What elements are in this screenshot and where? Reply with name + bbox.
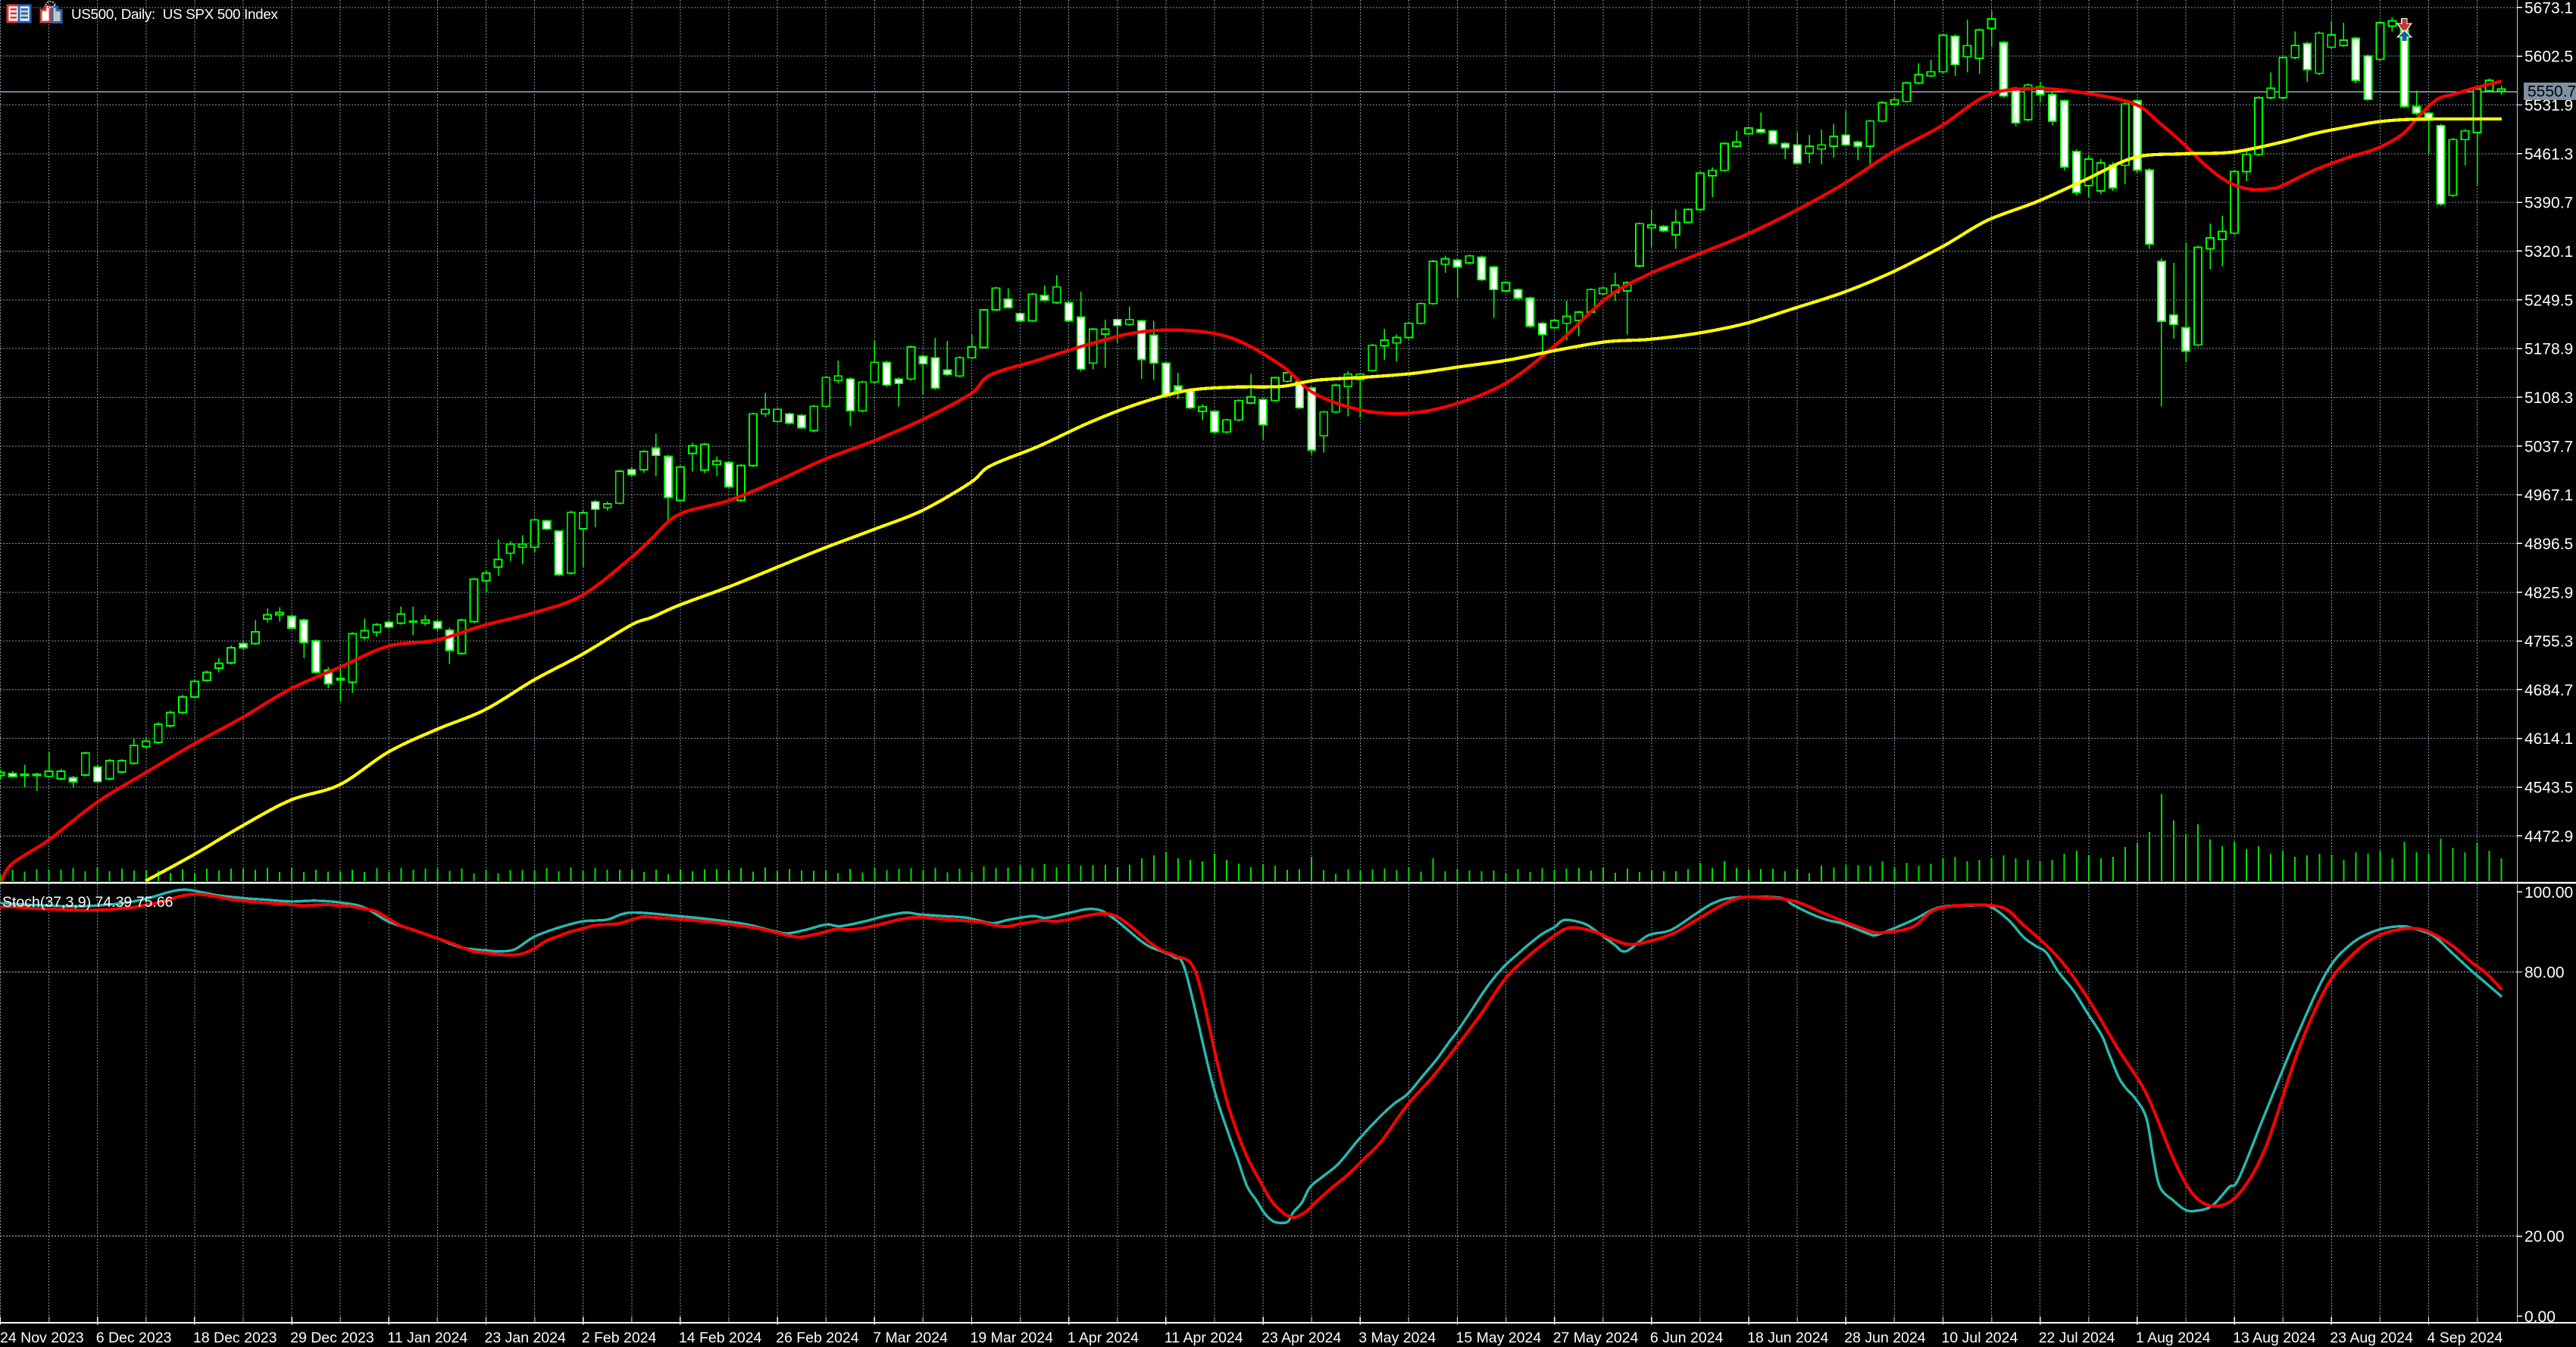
svg-text:4967.1: 4967.1 <box>2524 487 2573 505</box>
svg-text:5037.7: 5037.7 <box>2524 438 2573 455</box>
svg-text:10 Jul 2024: 10 Jul 2024 <box>1942 1330 2018 1346</box>
svg-text:3 May 2024: 3 May 2024 <box>1358 1330 1436 1346</box>
svg-text:24 Nov 2023: 24 Nov 2023 <box>0 1330 84 1346</box>
svg-text:0.00: 0.00 <box>2524 1308 2556 1326</box>
svg-text:4472.9: 4472.9 <box>2524 828 2573 845</box>
svg-text:11 Jan 2024: 11 Jan 2024 <box>387 1330 467 1346</box>
svg-text:6 Dec 2023: 6 Dec 2023 <box>96 1330 172 1346</box>
svg-text:11 Apr 2024: 11 Apr 2024 <box>1165 1330 1243 1346</box>
svg-text:5550.7: 5550.7 <box>2528 83 2576 101</box>
svg-text:23 Apr 2024: 23 Apr 2024 <box>1261 1330 1341 1346</box>
svg-text:US500, Daily: US SPX 500 Inde: US500, Daily: US SPX 500 Index <box>71 6 278 22</box>
svg-text:5249.5: 5249.5 <box>2524 292 2573 309</box>
svg-text:4825.9: 4825.9 <box>2524 584 2573 602</box>
svg-text:15 May 2024: 15 May 2024 <box>1456 1330 1542 1346</box>
svg-text:23 Jan 2024: 23 Jan 2024 <box>485 1330 567 1346</box>
svg-text:5602.5: 5602.5 <box>2524 48 2573 66</box>
svg-text:29 Dec 2023: 29 Dec 2023 <box>290 1330 374 1346</box>
svg-text:4755.3: 4755.3 <box>2524 633 2573 651</box>
svg-text:100.00: 100.00 <box>2524 884 2573 902</box>
svg-text:20.00: 20.00 <box>2524 1228 2565 1245</box>
svg-text:14 Feb 2024: 14 Feb 2024 <box>679 1330 762 1346</box>
svg-text:4896.5: 4896.5 <box>2524 536 2573 553</box>
svg-text:18 Jun 2024: 18 Jun 2024 <box>1747 1330 1829 1346</box>
svg-text:4684.7: 4684.7 <box>2524 682 2573 699</box>
svg-text:5531.9: 5531.9 <box>2524 97 2573 114</box>
svg-text:1 Aug 2024: 1 Aug 2024 <box>2136 1330 2211 1346</box>
svg-text:26 Feb 2024: 26 Feb 2024 <box>776 1330 859 1346</box>
svg-text:5390.7: 5390.7 <box>2524 195 2573 212</box>
svg-text:7 Mar 2024: 7 Mar 2024 <box>873 1330 948 1346</box>
svg-text:22 Jul 2024: 22 Jul 2024 <box>2039 1330 2115 1346</box>
svg-text:6 Jun 2024: 6 Jun 2024 <box>1650 1330 1724 1346</box>
svg-text:5461.3: 5461.3 <box>2524 145 2573 163</box>
svg-text:2 Feb 2024: 2 Feb 2024 <box>582 1330 657 1346</box>
svg-text:5673.1: 5673.1 <box>2524 0 2573 17</box>
svg-text:4543.5: 4543.5 <box>2524 780 2573 797</box>
svg-text:28 Jun 2024: 28 Jun 2024 <box>1844 1330 1926 1346</box>
svg-text:13 Aug 2024: 13 Aug 2024 <box>2233 1330 2316 1346</box>
svg-text:19 Mar 2024: 19 Mar 2024 <box>971 1330 1054 1346</box>
svg-text:4 Sep 2024: 4 Sep 2024 <box>2428 1330 2503 1346</box>
svg-text:80.00: 80.00 <box>2524 964 2565 982</box>
svg-text:Stoch(37,3,9) 74.39 75.66: Stoch(37,3,9) 74.39 75.66 <box>2 894 174 911</box>
svg-text:4614.1: 4614.1 <box>2524 730 2573 748</box>
svg-text:5320.1: 5320.1 <box>2524 243 2573 261</box>
svg-text:23 Aug 2024: 23 Aug 2024 <box>2330 1330 2413 1346</box>
svg-text:18 Dec 2023: 18 Dec 2023 <box>193 1330 277 1346</box>
svg-text:1 Apr 2024: 1 Apr 2024 <box>1068 1330 1139 1346</box>
svg-text:5178.9: 5178.9 <box>2524 341 2573 358</box>
svg-text:27 May 2024: 27 May 2024 <box>1553 1330 1639 1346</box>
svg-text:5108.3: 5108.3 <box>2524 389 2573 407</box>
